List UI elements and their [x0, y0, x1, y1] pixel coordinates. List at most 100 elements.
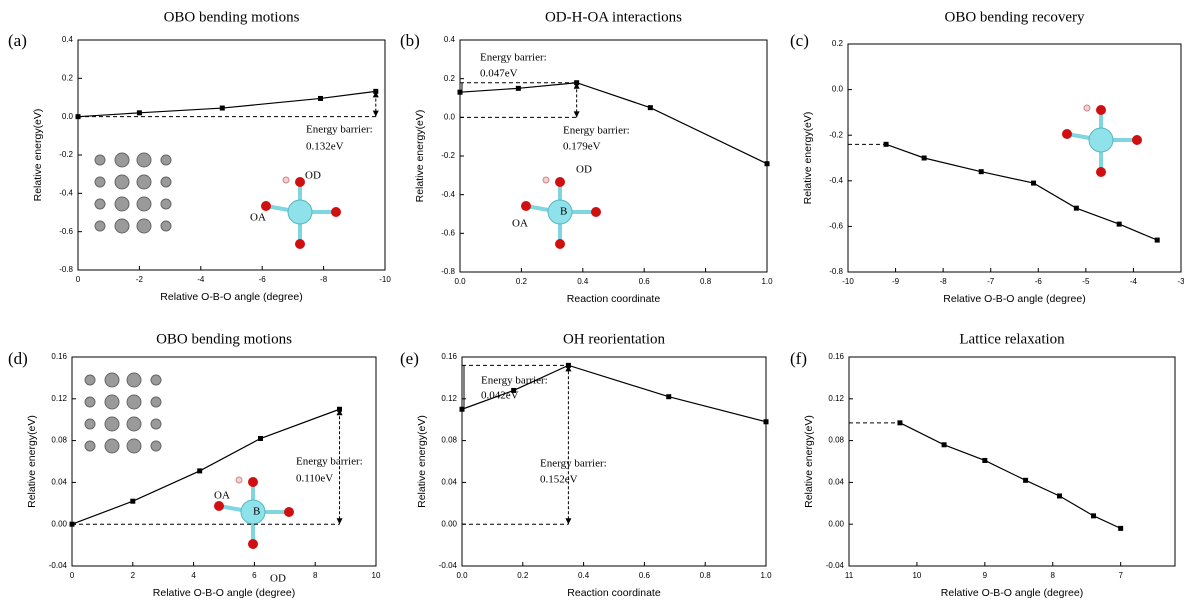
- arrow-head: [574, 111, 580, 117]
- y-tick-label: 0.04: [828, 478, 844, 487]
- data-line: [900, 423, 1121, 529]
- chart-title: Lattice relaxation: [959, 331, 1065, 347]
- oxygen-atom: [295, 239, 305, 249]
- y-tick-label: -0.04: [826, 561, 845, 570]
- y-axis-label: Relative energy(eV): [802, 112, 814, 205]
- x-tick-label: -7: [987, 277, 995, 286]
- x-tick-label: -4: [197, 275, 205, 284]
- oxygen-atom: [1132, 135, 1142, 145]
- x-tick-label: 1.0: [760, 571, 772, 580]
- atom-label: B: [253, 506, 260, 518]
- x-tick-label: -2: [136, 275, 144, 284]
- data-point: [137, 110, 142, 115]
- chart-title: OD-H-OA interactions: [545, 9, 682, 25]
- atom: [137, 219, 151, 233]
- annotation: Energy barrier:: [296, 456, 363, 468]
- atom: [95, 199, 105, 209]
- plot-frame: [849, 357, 1175, 566]
- atom: [85, 441, 95, 451]
- figure: (a) OBO bending motions Relative O-B-O ang…: [0, 0, 1184, 601]
- data-point: [1091, 513, 1096, 518]
- x-axis-label: Relative O-B-O angle (degree): [943, 293, 1085, 305]
- y-tick-label: -0.8: [829, 267, 843, 276]
- y-tick-label: 0.08: [828, 436, 844, 445]
- x-tick-label: 0.8: [700, 277, 712, 286]
- hydrogen-atom: [1084, 105, 1090, 111]
- data-point: [765, 161, 770, 166]
- x-tick-label: 8: [1051, 571, 1056, 580]
- oxygen-atom: [295, 177, 305, 187]
- y-tick-label: 0.0: [832, 85, 844, 94]
- y-axis-label: Relative energy(eV): [414, 110, 426, 203]
- panel-label: (c): [790, 31, 809, 50]
- chart-title: OBO bending motions: [164, 9, 300, 25]
- atom: [85, 397, 95, 407]
- y-tick-label: -0.4: [59, 188, 73, 197]
- x-tick-label: 0: [70, 571, 75, 580]
- x-tick-label: -6: [259, 275, 267, 284]
- data-point: [574, 80, 579, 85]
- atom-label: OA: [512, 218, 528, 230]
- x-tick-label: 10: [912, 571, 921, 580]
- x-tick-label: -10: [379, 275, 391, 284]
- y-tick-label: 0.04: [51, 478, 67, 487]
- x-tick-label: 0: [76, 275, 81, 284]
- x-tick-label: 0.2: [516, 277, 528, 286]
- data-point: [458, 90, 463, 95]
- data-point: [516, 86, 521, 91]
- atom: [105, 395, 119, 409]
- x-tick-label: 2: [131, 571, 136, 580]
- x-tick-label: -4: [1130, 277, 1138, 286]
- y-axis-label: Relative energy(eV): [416, 415, 428, 508]
- annotation: 0.132eV: [306, 141, 344, 153]
- atom-label: OD: [576, 164, 592, 176]
- oxygen-atom: [521, 201, 531, 211]
- y-tick-label: -0.4: [441, 190, 455, 199]
- y-tick-label: -0.8: [441, 267, 455, 276]
- annotation: 0.179eV: [563, 141, 601, 153]
- x-tick-label: 0.0: [454, 277, 466, 286]
- y-tick-label: 0.12: [441, 394, 457, 403]
- annotation: 0.047eV: [480, 68, 518, 80]
- y-tick-label: 0.08: [441, 436, 457, 445]
- chart-title: OBO bending motions: [156, 331, 292, 347]
- data-point: [764, 419, 769, 424]
- atom-label: OD: [305, 170, 321, 182]
- annotation: Energy barrier:: [306, 124, 373, 136]
- atom: [137, 197, 151, 211]
- panel-label: (f): [790, 349, 807, 368]
- y-tick-label: -0.2: [441, 151, 455, 160]
- panel-label: (a): [8, 31, 27, 50]
- x-tick-label: 8: [313, 571, 318, 580]
- oxygen-atom: [284, 507, 294, 517]
- y-tick-label: 0.12: [828, 394, 844, 403]
- y-axis-label: Relative energy(eV): [803, 415, 815, 508]
- x-tick-label: 4: [191, 571, 196, 580]
- atom: [85, 419, 95, 429]
- atom: [85, 375, 95, 385]
- data-line: [886, 144, 1157, 240]
- data-point: [922, 156, 927, 161]
- x-tick-label: 0.2: [517, 571, 529, 580]
- data-point: [666, 394, 671, 399]
- data-point: [1031, 181, 1036, 186]
- data-point: [130, 499, 135, 504]
- data-point: [897, 420, 902, 425]
- data-point: [884, 142, 889, 147]
- data-point: [318, 96, 323, 101]
- atom: [115, 197, 129, 211]
- data-point: [979, 169, 984, 174]
- atom: [161, 155, 171, 165]
- atom-label: OA: [214, 490, 230, 502]
- data-point: [1023, 478, 1028, 483]
- y-tick-label: 0.2: [62, 73, 74, 82]
- hydrogen-atom: [543, 177, 549, 183]
- data-point: [1057, 493, 1062, 498]
- plot-frame: [848, 44, 1181, 272]
- data-point: [76, 114, 81, 119]
- data-point: [373, 89, 378, 94]
- chart-title: OH reorientation: [563, 331, 666, 347]
- atom: [105, 373, 119, 387]
- atom: [127, 439, 141, 453]
- y-axis-label: Relative energy(eV): [32, 109, 44, 202]
